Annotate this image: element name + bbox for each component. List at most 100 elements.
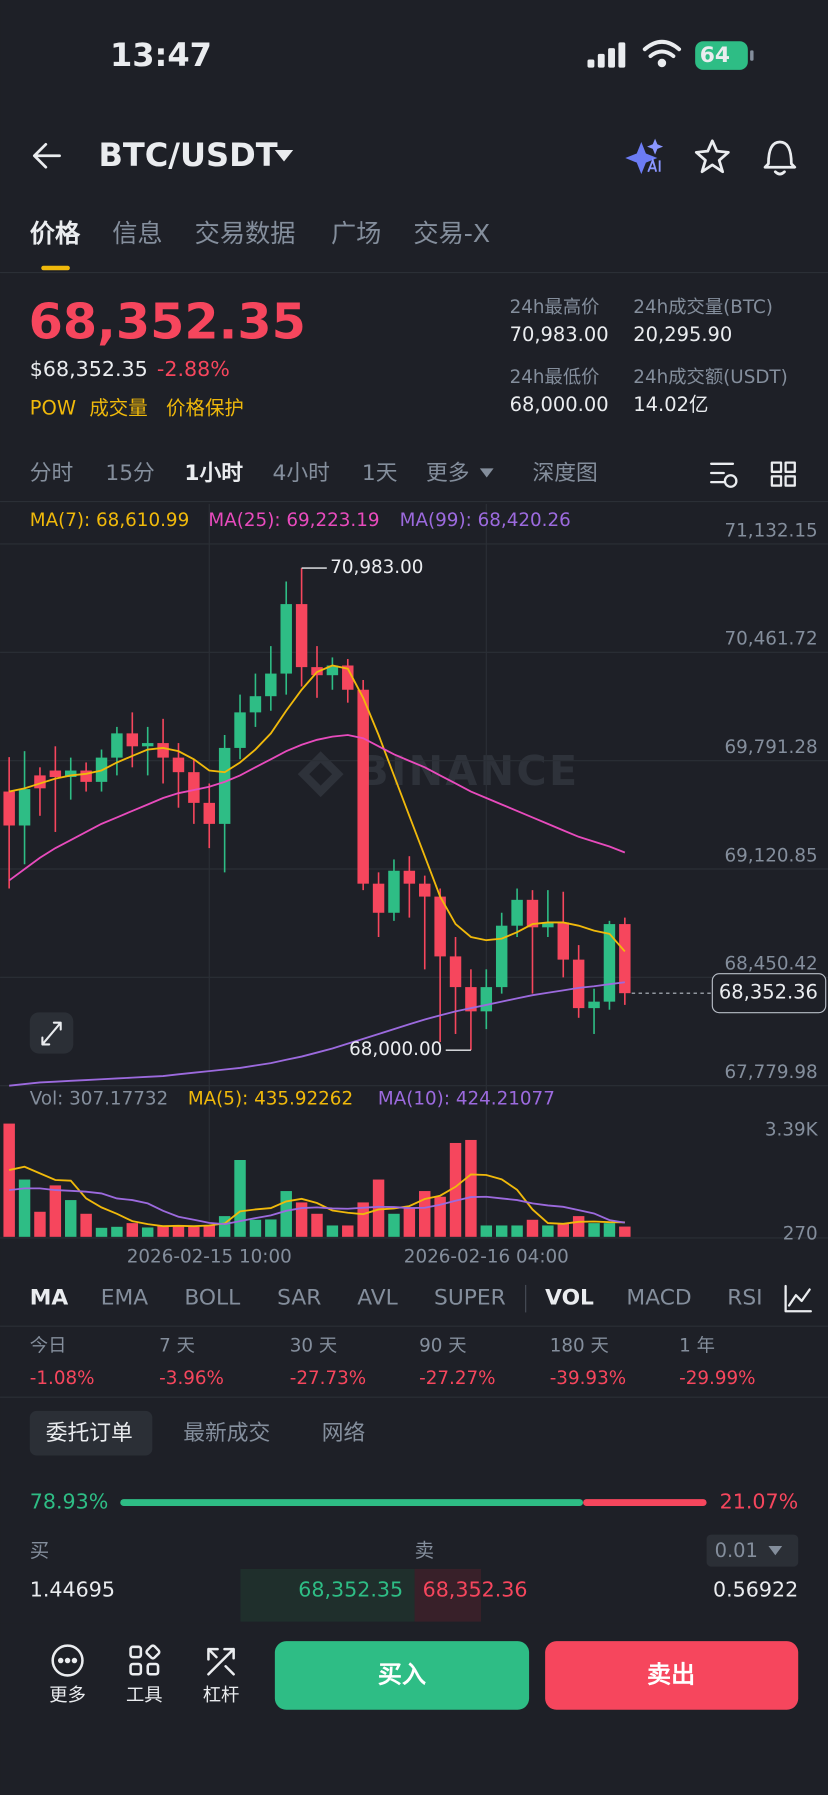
expand-icon[interactable] [41, 1021, 62, 1046]
y-tick-label: 71,132.15 [724, 520, 817, 541]
period-change: -39.93% [550, 1368, 626, 1389]
volume-bar [403, 1208, 416, 1237]
chart-settings-icon[interactable] [710, 462, 738, 488]
sell-button[interactable] [545, 1641, 799, 1710]
interval[interactable]: 4小时 [273, 461, 330, 486]
indicator[interactable]: AVL [357, 1286, 397, 1311]
more-dropdown[interactable] [479, 468, 494, 478]
candle-body [542, 922, 554, 928]
period-label: 180 天 [550, 1336, 609, 1357]
stat-value: 70,983.00 [510, 323, 609, 346]
candle-body [588, 1001, 600, 1009]
candle-body [34, 775, 46, 789]
candle-body [280, 604, 292, 674]
volume-bar [511, 1225, 523, 1237]
precision-select[interactable] [706, 1534, 799, 1567]
layout-icon[interactable] [770, 461, 796, 487]
tab[interactable]: 广场 [331, 219, 381, 248]
volume-bar [234, 1160, 246, 1237]
pair-dropdown[interactable] [274, 150, 294, 162]
volume-bar [588, 1223, 600, 1237]
action-label[interactable]: 工具 [126, 1685, 163, 1706]
interval[interactable]: 1小时 [184, 461, 243, 486]
volume-legend: Vol: 307.17732 [30, 1088, 168, 1109]
back-button[interactable] [32, 142, 61, 169]
stat-label: 24h成交量(BTC) [633, 297, 773, 318]
period-change: -3.96% [159, 1368, 224, 1389]
candle-body [434, 896, 446, 957]
interval[interactable]: 更多 [426, 461, 470, 486]
indicator[interactable]: EMA [101, 1286, 149, 1311]
stat-value: 20,295.90 [633, 323, 732, 346]
order-tab[interactable]: 网络 [322, 1421, 366, 1446]
volume-bar [357, 1202, 369, 1237]
interval[interactable]: 1天 [362, 461, 398, 486]
indicator-settings[interactable] [784, 1284, 812, 1313]
high-label: 70,983.00 [330, 557, 423, 578]
candle-body [188, 772, 200, 803]
indicator[interactable]: SAR [277, 1286, 321, 1311]
volume-ma-line [9, 1187, 625, 1226]
more-icon[interactable] [51, 1644, 84, 1677]
x-tick-label: 2026-02-16 04:00 [404, 1246, 569, 1267]
indicator[interactable]: SUPER [434, 1286, 506, 1311]
candle-body [480, 987, 493, 1012]
stat-value: 68,000.00 [510, 393, 609, 416]
indicator[interactable]: VOL [545, 1286, 594, 1311]
ma-legend: MA(25): 69,223.19 [208, 510, 379, 531]
leverage-icon[interactable] [207, 1647, 235, 1676]
tab[interactable]: 价格 [30, 219, 81, 248]
indicator[interactable]: RSI [727, 1286, 762, 1311]
ask-depth [414, 1568, 481, 1622]
buy-button[interactable] [274, 1641, 530, 1710]
indicator[interactable]: MACD [626, 1286, 691, 1311]
period-label: 90 天 [419, 1336, 466, 1357]
volume-bar [218, 1216, 231, 1237]
sell-label[interactable]: 卖出 [647, 1660, 695, 1688]
interval[interactable]: 深度图 [533, 461, 598, 486]
volume-bar [419, 1191, 431, 1237]
volume-bar [126, 1223, 139, 1237]
volume-bar [388, 1213, 400, 1237]
wifi-icon [642, 39, 682, 68]
ai-button[interactable] [625, 138, 664, 175]
alert-button[interactable] [763, 140, 797, 176]
volume-bar [449, 1142, 462, 1237]
precision[interactable]: 0.01 [715, 1539, 758, 1562]
candle-body [295, 604, 308, 668]
candle-body [419, 883, 431, 897]
action-label[interactable]: 杠杆 [203, 1685, 240, 1706]
action-label[interactable]: 更多 [49, 1685, 86, 1706]
ma-legend: MA(99): 68,420.26 [400, 510, 571, 531]
period-label: 7 天 [159, 1336, 195, 1357]
volume-bar [95, 1227, 108, 1237]
book-header: 买 [30, 1539, 49, 1562]
candle-body [619, 924, 631, 994]
ask-price: 68,352.36 [423, 1578, 528, 1602]
candle-body [3, 791, 15, 826]
pair-title[interactable]: BTC/USDT [98, 136, 277, 174]
tab[interactable]: 信息 [112, 219, 162, 248]
favorite-button[interactable] [694, 139, 730, 174]
volume-bar [3, 1123, 15, 1237]
candle-body [111, 733, 123, 758]
indicator[interactable]: MA [30, 1286, 69, 1311]
volume-bar [111, 1226, 123, 1237]
interval[interactable]: 15分 [105, 461, 154, 486]
buy-label[interactable]: 买入 [378, 1660, 426, 1688]
tab[interactable]: 交易-X [413, 219, 490, 248]
volume-bar [342, 1225, 354, 1237]
volume-bar [249, 1219, 262, 1237]
volume-tick-label: 270 [783, 1224, 818, 1245]
order-tab[interactable]: 最新成交 [183, 1421, 270, 1446]
order-tab[interactable]: 委托订单 [46, 1421, 133, 1446]
indicator[interactable]: BOLL [184, 1286, 240, 1311]
interval[interactable]: 分时 [30, 461, 74, 486]
y-tick-label: 67,779.98 [724, 1062, 817, 1083]
tab[interactable]: 交易数据 [195, 219, 296, 248]
volume-bar [603, 1223, 616, 1237]
stat-value: 14.02亿 [633, 393, 708, 416]
tools-icon[interactable] [129, 1644, 161, 1676]
precision-dropdown[interactable] [768, 1546, 783, 1556]
price-tag: 成交量 [89, 396, 147, 419]
